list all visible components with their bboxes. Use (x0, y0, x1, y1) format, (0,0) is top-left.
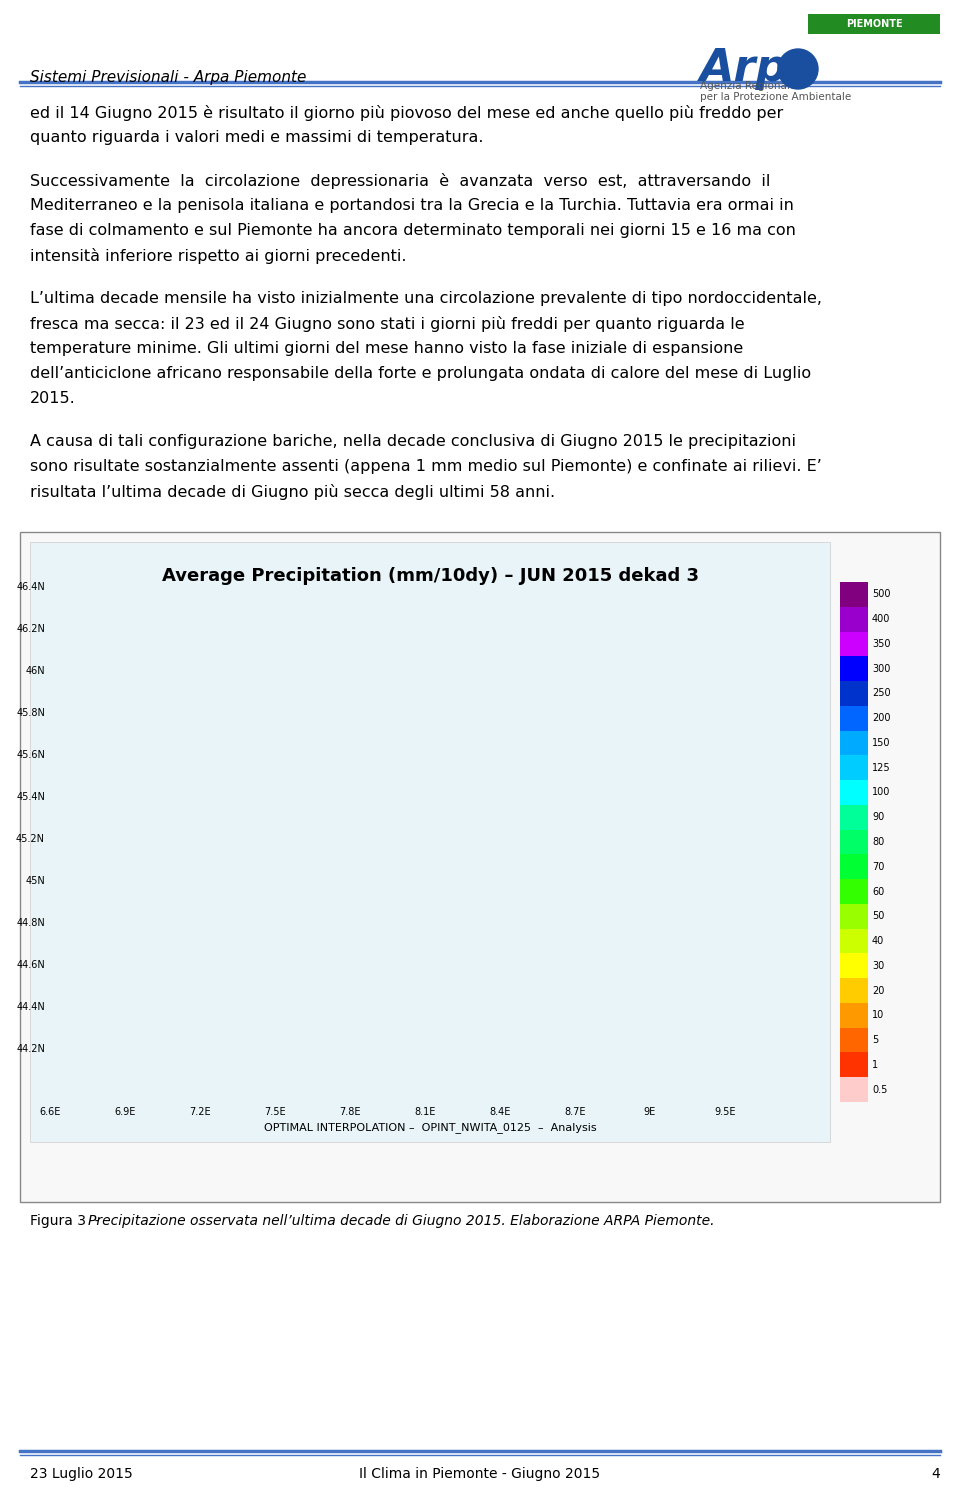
Text: Arpa: Arpa (700, 48, 818, 91)
Circle shape (778, 49, 818, 89)
Text: risultata l’ultima decade di Giugno più secca degli ultimi 58 anni.: risultata l’ultima decade di Giugno più … (30, 484, 555, 500)
Bar (840, 731, 868, 756)
Text: 90: 90 (872, 812, 884, 823)
Text: temperature minime. Gli ultimi giorni del mese hanno visto la fase iniziale di e: temperature minime. Gli ultimi giorni de… (30, 341, 743, 356)
Text: A causa di tali configurazione bariche, nella decade conclusiva di Giugno 2015 l: A causa di tali configurazione bariche, … (30, 434, 796, 449)
Text: 60: 60 (872, 887, 884, 897)
Text: 5: 5 (872, 1036, 878, 1045)
Text: 45.8N: 45.8N (16, 708, 45, 719)
Text: 80: 80 (872, 836, 884, 847)
Text: 250: 250 (872, 689, 891, 698)
Text: 9E: 9E (644, 1107, 656, 1117)
Text: 23 Luglio 2015: 23 Luglio 2015 (30, 1467, 132, 1481)
Text: 44.6N: 44.6N (16, 960, 45, 970)
Text: 0.5: 0.5 (872, 1085, 887, 1095)
Text: Mediterraneo e la penisola italiana e portandosi tra la Grecia e la Turchia. Tut: Mediterraneo e la penisola italiana e po… (30, 198, 794, 213)
Text: a: a (789, 57, 806, 80)
Bar (840, 582, 868, 607)
Bar (840, 607, 868, 631)
Text: 8.4E: 8.4E (490, 1107, 511, 1117)
Text: Precipitazione osservata nell’ultima decade di Giugno 2015. Elaborazione ARPA Pi: Precipitazione osservata nell’ultima dec… (88, 1214, 714, 1228)
Bar (840, 705, 868, 731)
Bar (840, 682, 868, 705)
Text: PIEMONTE: PIEMONTE (846, 19, 902, 28)
Text: 45.2N: 45.2N (16, 833, 45, 844)
FancyBboxPatch shape (808, 13, 940, 34)
Bar (840, 805, 868, 830)
Text: 150: 150 (872, 738, 891, 748)
Text: OPTIMAL INTERPOLATION –  OPINT_NWITA_0125  –  Analysis: OPTIMAL INTERPOLATION – OPINT_NWITA_0125… (264, 1122, 596, 1132)
Text: 6.6E: 6.6E (39, 1107, 60, 1117)
Text: 125: 125 (872, 763, 891, 772)
Bar (840, 1003, 868, 1028)
Bar (840, 1052, 868, 1077)
Text: 40: 40 (872, 936, 884, 946)
Bar (840, 854, 868, 879)
Text: ed il 14 Giugno 2015 è risultato il giorno più piovoso del mese ed anche quello : ed il 14 Giugno 2015 è risultato il gior… (30, 106, 783, 121)
Text: 8.7E: 8.7E (564, 1107, 586, 1117)
Text: fresca ma secca: il 23 ed il 24 Giugno sono stati i giorni più freddi per quanto: fresca ma secca: il 23 ed il 24 Giugno s… (30, 315, 745, 332)
Text: 400: 400 (872, 615, 890, 623)
Bar (840, 1028, 868, 1052)
Text: 4: 4 (931, 1467, 940, 1481)
Text: 300: 300 (872, 664, 890, 674)
Bar (840, 631, 868, 656)
Bar (840, 1077, 868, 1103)
Text: 10: 10 (872, 1010, 884, 1021)
Text: 20: 20 (872, 985, 884, 995)
Text: 44.2N: 44.2N (16, 1045, 45, 1054)
Text: 8.1E: 8.1E (415, 1107, 436, 1117)
Text: 7.2E: 7.2E (189, 1107, 211, 1117)
Text: 46.2N: 46.2N (16, 623, 45, 634)
Bar (840, 929, 868, 954)
Bar (840, 780, 868, 805)
Text: 350: 350 (872, 638, 891, 649)
Bar (840, 954, 868, 978)
Text: 30: 30 (872, 961, 884, 970)
Text: 6.9E: 6.9E (114, 1107, 135, 1117)
Text: 1: 1 (872, 1059, 878, 1070)
Text: Average Precipitation (mm/10dy) – JUN 2015 dekad 3: Average Precipitation (mm/10dy) – JUN 20… (161, 567, 699, 585)
Text: intensità inferiore rispetto ai giorni precedenti.: intensità inferiore rispetto ai giorni p… (30, 248, 406, 263)
Text: 500: 500 (872, 589, 891, 600)
Text: per la Protezione Ambientale: per la Protezione Ambientale (700, 92, 852, 103)
Text: fase di colmamento e sul Piemonte ha ancora determinato temporali nei giorni 15 : fase di colmamento e sul Piemonte ha anc… (30, 223, 796, 238)
Text: 2015.: 2015. (30, 391, 76, 406)
Bar (840, 656, 868, 682)
FancyBboxPatch shape (20, 533, 940, 1202)
Bar (840, 756, 868, 780)
Text: L’ultima decade mensile ha visto inizialmente una circolazione prevalente di tip: L’ultima decade mensile ha visto inizial… (30, 292, 822, 307)
Text: 7.8E: 7.8E (339, 1107, 361, 1117)
Text: Agenzia Regionale: Agenzia Regionale (700, 80, 796, 91)
Text: 45N: 45N (25, 876, 45, 885)
Text: 45.4N: 45.4N (16, 792, 45, 802)
Text: 100: 100 (872, 787, 890, 798)
Text: 9.5E: 9.5E (714, 1107, 735, 1117)
Text: 44.4N: 44.4N (16, 1001, 45, 1012)
Text: Figura 3  -: Figura 3 - (30, 1214, 104, 1228)
Text: 50: 50 (872, 911, 884, 921)
Bar (840, 978, 868, 1003)
Text: 45.6N: 45.6N (16, 750, 45, 760)
Bar (840, 879, 868, 903)
Text: 7.5E: 7.5E (264, 1107, 286, 1117)
Text: 44.8N: 44.8N (16, 918, 45, 929)
Text: dell’anticiclone africano responsabile della forte e prolungata ondata di calore: dell’anticiclone africano responsabile d… (30, 366, 811, 381)
Text: Sistemi Previsionali - Arpa Piemonte: Sistemi Previsionali - Arpa Piemonte (30, 70, 306, 85)
Text: 70: 70 (872, 862, 884, 872)
Text: quanto riguarda i valori medi e massimi di temperatura.: quanto riguarda i valori medi e massimi … (30, 129, 484, 144)
Bar (840, 830, 868, 854)
Text: sono risultate sostanzialmente assenti (appena 1 mm medio sul Piemonte) e confin: sono risultate sostanzialmente assenti (… (30, 458, 822, 475)
Text: 46N: 46N (25, 667, 45, 676)
FancyBboxPatch shape (30, 542, 830, 1141)
Text: Il Clima in Piemonte - Giugno 2015: Il Clima in Piemonte - Giugno 2015 (359, 1467, 601, 1481)
Text: 46.4N: 46.4N (16, 582, 45, 592)
Text: 200: 200 (872, 713, 891, 723)
Bar (840, 903, 868, 929)
Text: Successivamente  la  circolazione  depressionaria  è  avanzata  verso  est,  att: Successivamente la circolazione depressi… (30, 173, 770, 189)
